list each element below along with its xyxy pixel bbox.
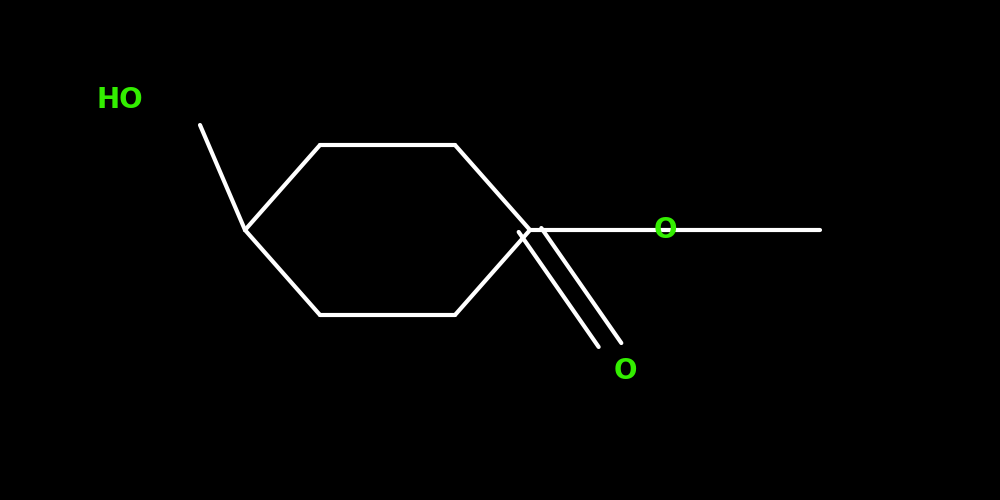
Text: O: O [653, 216, 677, 244]
Text: O: O [613, 357, 637, 385]
Text: HO: HO [97, 86, 143, 114]
